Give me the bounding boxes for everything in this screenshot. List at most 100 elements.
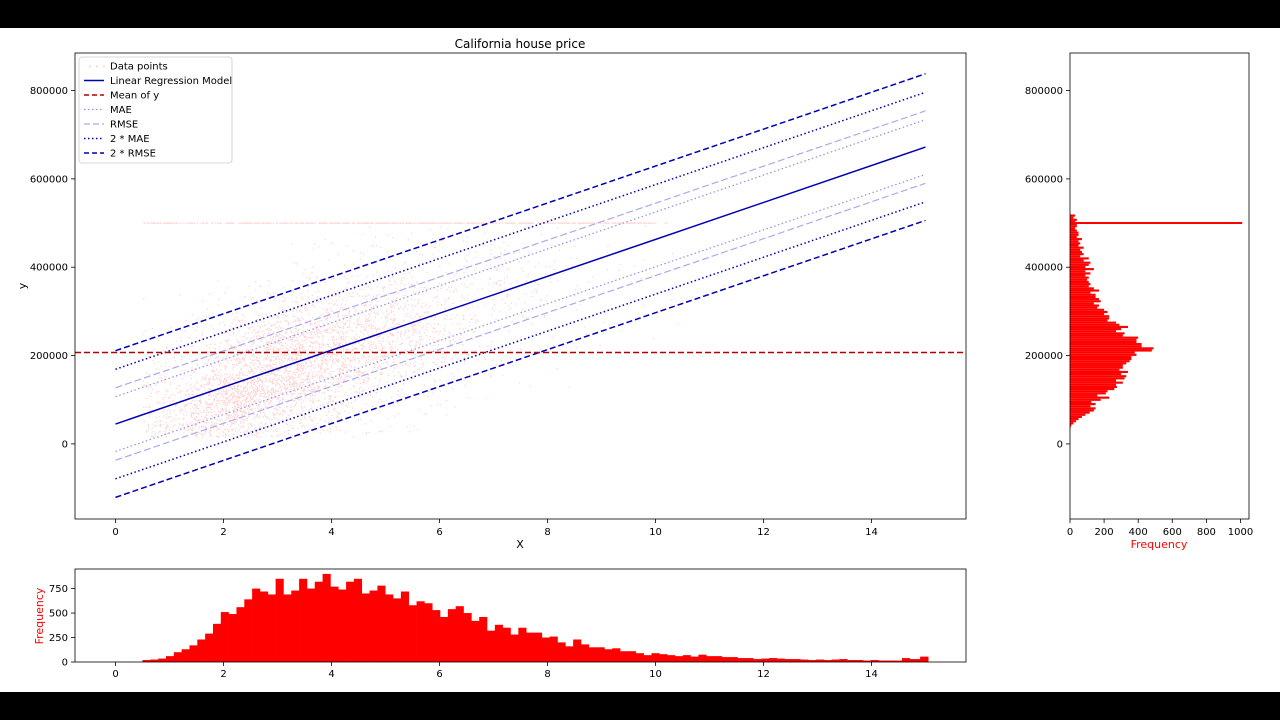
- y-hist-bar: [1070, 420, 1076, 423]
- x-hist-bar: [855, 660, 864, 662]
- y-hist-bar: [1070, 246, 1084, 249]
- y-hist-bar: [1070, 265, 1086, 269]
- x-tick-label: 0: [1067, 527, 1073, 538]
- x-hist-bar: [197, 639, 206, 662]
- x-hist-bar: [338, 589, 347, 662]
- x-hist-bar: [839, 659, 848, 662]
- y-hist-bar: [1070, 340, 1137, 344]
- x-hist-bar: [753, 659, 762, 662]
- x-tick-label: 10: [649, 527, 662, 538]
- x-hist-bar: [768, 658, 778, 662]
- y-hist-bar: [1070, 347, 1154, 350]
- y-tick-label: 400000: [30, 263, 68, 274]
- x-tick-label: 12: [757, 669, 770, 680]
- x-hist-bar: [205, 633, 214, 662]
- x-hist-bar: [510, 634, 519, 662]
- x-hist-bar: [612, 648, 621, 662]
- y-hist-bar: [1070, 231, 1079, 234]
- y-tick-label: 0: [62, 658, 68, 669]
- x-hist-bar: [173, 652, 182, 662]
- x-hist-bar: [706, 656, 715, 662]
- x-hist-bar: [142, 660, 151, 662]
- x-tick-label: 4: [328, 669, 334, 680]
- chart-title: California house price: [455, 37, 586, 51]
- y-hist-bar: [1070, 308, 1105, 311]
- x-hist-bar: [588, 647, 597, 662]
- y-tick-label: 200000: [30, 351, 68, 362]
- y-hist-bar: [1070, 218, 1077, 221]
- y-hist-bar: [1070, 315, 1110, 318]
- x-hist-bar: [776, 658, 785, 662]
- y-hist-bar: [1070, 259, 1084, 262]
- x-tick-label: 200: [1095, 527, 1114, 538]
- x-hist-bar: [275, 578, 284, 662]
- x-hist-bar: [847, 660, 856, 662]
- y-hist-bar: [1070, 216, 1074, 219]
- x-hist-bar: [455, 606, 464, 662]
- band-line-rmse: [115, 110, 926, 389]
- y-hist-bar: [1070, 330, 1117, 333]
- y-hist-bar: [1070, 280, 1089, 284]
- y-hist-bar: [1070, 345, 1142, 348]
- y-tick-label: 800000: [30, 86, 68, 97]
- x-hist-bar: [189, 645, 198, 662]
- y-hist-bar: [1070, 370, 1128, 374]
- x-hist-bar: [158, 658, 167, 662]
- x-hist-bar: [463, 613, 472, 662]
- x-hist-bar: [502, 627, 511, 662]
- x-tick-label: 1000: [1228, 527, 1253, 538]
- y-hist-bar: [1070, 270, 1086, 273]
- y-hist-bar: [1070, 355, 1132, 359]
- y-hist-bar: [1070, 255, 1081, 258]
- x-histogram-axes: 0 2 4 6 8 10 12 14 0 250 500 750 Frequency: [33, 568, 967, 680]
- y-tick-label: 250: [49, 633, 68, 644]
- y-hist-bar: [1070, 263, 1089, 266]
- x-hist-bar: [479, 616, 488, 662]
- x-hist-bar: [920, 656, 929, 662]
- y-hist-bar: [1070, 390, 1108, 393]
- y-hist-bar: [1070, 287, 1094, 290]
- x-hist-bar: [494, 624, 503, 662]
- x-hist-bar: [862, 660, 871, 662]
- y-hist-bar: [1070, 334, 1123, 337]
- y-tick-label: 800000: [1025, 86, 1063, 97]
- x-tick-label: 8: [544, 669, 550, 680]
- legend-marker-data-points: [96, 65, 98, 68]
- y-hist-bar: [1070, 242, 1081, 245]
- legend-label: Mean of y: [110, 91, 159, 102]
- y-hist-bar: [1070, 388, 1115, 391]
- x-tick-label: 14: [865, 527, 878, 538]
- x-hist-bar: [518, 627, 527, 662]
- x-hist-bar: [299, 578, 308, 662]
- y-hist-bar: [1070, 375, 1127, 378]
- y-hist-bar: [1070, 394, 1098, 397]
- legend-label: 2 * RMSE: [110, 149, 156, 160]
- x-hist-bar: [620, 651, 629, 662]
- x-hist-bar: [283, 594, 292, 662]
- x-tick-label: 12: [757, 527, 770, 538]
- x-tick-label: 400: [1129, 527, 1148, 538]
- y-hist-bar: [1070, 240, 1079, 243]
- y-hist-bar: [1070, 313, 1105, 316]
- y-hist-bar: [1070, 343, 1142, 346]
- legend-label: 2 * MAE: [110, 134, 150, 145]
- y-hist-bar: [1070, 238, 1082, 241]
- x-tick-label: 10: [649, 669, 662, 680]
- y-hist-bar: [1070, 310, 1108, 314]
- y-hist-bar: [1070, 366, 1123, 369]
- y-hist-bar: [1070, 291, 1091, 294]
- x-tick-label: 6: [436, 527, 442, 538]
- y-hist-bar: [1070, 336, 1139, 339]
- x-hist-bar: [393, 598, 402, 662]
- y-hist-bar: [1070, 398, 1101, 401]
- y-hist-bar: [1070, 317, 1110, 320]
- y-hist-bar: [1070, 373, 1122, 376]
- legend-label: RMSE: [110, 120, 138, 131]
- y-histogram-y-ticks: 0 200000 400000 600000 800000: [1025, 86, 1070, 450]
- x-hist-bar: [596, 647, 605, 662]
- x-hist-bar: [306, 588, 316, 662]
- x-hist-bar: [690, 656, 699, 662]
- x-tick-label: 4: [328, 527, 334, 538]
- legend-label: Data points: [110, 62, 168, 73]
